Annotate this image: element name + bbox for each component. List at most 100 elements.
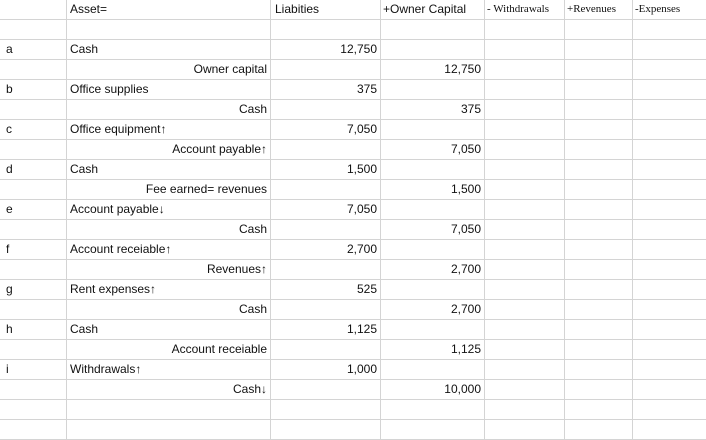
- withdrawals-cell[interactable]: [485, 340, 565, 359]
- owner-capital-cell[interactable]: [381, 40, 485, 59]
- owner-capital-cell[interactable]: [381, 280, 485, 299]
- expenses-cell[interactable]: [633, 120, 706, 139]
- revenues-cell[interactable]: [565, 60, 633, 79]
- account-cell[interactable]: Cash↓: [67, 380, 271, 399]
- account-cell[interactable]: Cash: [67, 220, 271, 239]
- withdrawals-cell[interactable]: [485, 200, 565, 219]
- account-cell[interactable]: Cash: [67, 40, 271, 59]
- revenues-cell[interactable]: [565, 100, 633, 119]
- account-cell[interactable]: Account receiable: [67, 340, 271, 359]
- expenses-cell[interactable]: [633, 420, 706, 439]
- owner-capital-cell[interactable]: [381, 80, 485, 99]
- header-withdrawals[interactable]: - Withdrawals: [485, 0, 565, 19]
- owner-capital-cell[interactable]: [381, 120, 485, 139]
- expenses-cell[interactable]: [633, 320, 706, 339]
- owner-capital-cell[interactable]: [381, 360, 485, 379]
- row-label-cell[interactable]: [0, 180, 67, 199]
- revenues-cell[interactable]: [565, 400, 633, 419]
- row-label-cell[interactable]: b: [0, 80, 67, 99]
- account-cell[interactable]: Rent expenses↑: [67, 280, 271, 299]
- account-cell[interactable]: Account payable↓: [67, 200, 271, 219]
- withdrawals-cell[interactable]: [485, 300, 565, 319]
- withdrawals-cell[interactable]: [485, 180, 565, 199]
- revenues-cell[interactable]: [565, 280, 633, 299]
- row-label-cell[interactable]: [0, 400, 67, 419]
- liabilities-cell[interactable]: 375: [271, 80, 381, 99]
- revenues-cell[interactable]: [565, 240, 633, 259]
- revenues-cell[interactable]: [565, 200, 633, 219]
- expenses-cell[interactable]: [633, 160, 706, 179]
- row-label-cell[interactable]: d: [0, 160, 67, 179]
- withdrawals-cell[interactable]: [485, 420, 565, 439]
- revenues-cell[interactable]: [565, 120, 633, 139]
- account-cell[interactable]: [67, 400, 271, 419]
- header-asset[interactable]: Asset=: [67, 0, 271, 19]
- row-label-cell[interactable]: [0, 100, 67, 119]
- row-label-cell[interactable]: [0, 220, 67, 239]
- liabilities-cell[interactable]: 1,000: [271, 360, 381, 379]
- liabilities-cell[interactable]: [271, 260, 381, 279]
- owner-capital-cell[interactable]: 7,050: [381, 220, 485, 239]
- expenses-cell[interactable]: [633, 280, 706, 299]
- owner-capital-cell[interactable]: [381, 20, 485, 39]
- withdrawals-cell[interactable]: [485, 60, 565, 79]
- expenses-cell[interactable]: [633, 380, 706, 399]
- owner-capital-cell[interactable]: 10,000: [381, 380, 485, 399]
- revenues-cell[interactable]: [565, 80, 633, 99]
- owner-capital-cell[interactable]: [381, 160, 485, 179]
- account-cell[interactable]: [67, 20, 271, 39]
- expenses-cell[interactable]: [633, 40, 706, 59]
- withdrawals-cell[interactable]: [485, 40, 565, 59]
- liabilities-cell[interactable]: [271, 300, 381, 319]
- withdrawals-cell[interactable]: [485, 20, 565, 39]
- account-cell[interactable]: Account receiable↑: [67, 240, 271, 259]
- withdrawals-cell[interactable]: [485, 140, 565, 159]
- expenses-cell[interactable]: [633, 20, 706, 39]
- revenues-cell[interactable]: [565, 320, 633, 339]
- liabilities-cell[interactable]: 2,700: [271, 240, 381, 259]
- row-label-cell[interactable]: [0, 20, 67, 39]
- liabilities-cell[interactable]: [271, 180, 381, 199]
- liabilities-cell[interactable]: [271, 60, 381, 79]
- row-label-cell[interactable]: [0, 340, 67, 359]
- withdrawals-cell[interactable]: [485, 240, 565, 259]
- row-label-cell[interactable]: e: [0, 200, 67, 219]
- revenues-cell[interactable]: [565, 180, 633, 199]
- expenses-cell[interactable]: [633, 340, 706, 359]
- account-cell[interactable]: Office equipment↑: [67, 120, 271, 139]
- liabilities-cell[interactable]: 1,125: [271, 320, 381, 339]
- withdrawals-cell[interactable]: [485, 280, 565, 299]
- expenses-cell[interactable]: [633, 80, 706, 99]
- owner-capital-cell[interactable]: [381, 320, 485, 339]
- liabilities-cell[interactable]: [271, 380, 381, 399]
- row-label-cell[interactable]: [0, 420, 67, 439]
- liabilities-cell[interactable]: [271, 20, 381, 39]
- liabilities-cell[interactable]: 1,500: [271, 160, 381, 179]
- account-cell[interactable]: Cash: [67, 300, 271, 319]
- expenses-cell[interactable]: [633, 200, 706, 219]
- row-label-cell[interactable]: a: [0, 40, 67, 59]
- withdrawals-cell[interactable]: [485, 220, 565, 239]
- withdrawals-cell[interactable]: [485, 360, 565, 379]
- withdrawals-cell[interactable]: [485, 80, 565, 99]
- row-label-cell[interactable]: c: [0, 120, 67, 139]
- revenues-cell[interactable]: [565, 380, 633, 399]
- liabilities-cell[interactable]: [271, 340, 381, 359]
- row-label-cell[interactable]: g: [0, 280, 67, 299]
- liabilities-cell[interactable]: [271, 400, 381, 419]
- owner-capital-cell[interactable]: 375: [381, 100, 485, 119]
- row-label-cell[interactable]: [0, 60, 67, 79]
- owner-capital-cell[interactable]: 1,500: [381, 180, 485, 199]
- expenses-cell[interactable]: [633, 400, 706, 419]
- revenues-cell[interactable]: [565, 20, 633, 39]
- withdrawals-cell[interactable]: [485, 400, 565, 419]
- revenues-cell[interactable]: [565, 420, 633, 439]
- account-cell[interactable]: Withdrawals↑: [67, 360, 271, 379]
- expenses-cell[interactable]: [633, 100, 706, 119]
- account-cell[interactable]: Cash: [67, 320, 271, 339]
- withdrawals-cell[interactable]: [485, 160, 565, 179]
- owner-capital-cell[interactable]: 12,750: [381, 60, 485, 79]
- revenues-cell[interactable]: [565, 260, 633, 279]
- header-owner-capital[interactable]: +Owner Capital: [381, 0, 485, 19]
- owner-capital-cell[interactable]: 2,700: [381, 260, 485, 279]
